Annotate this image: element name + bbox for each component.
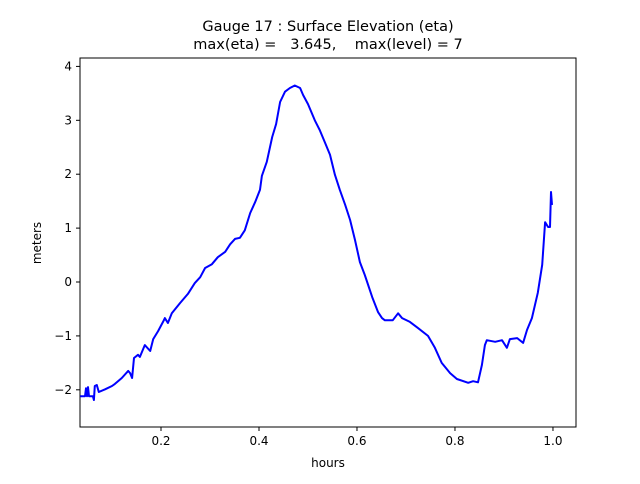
y-tick-label: 3 bbox=[64, 113, 72, 127]
series-line-eta bbox=[80, 84, 553, 401]
y-axis-label: meters bbox=[30, 222, 44, 264]
x-tick-label: 0.2 bbox=[151, 434, 170, 448]
x-tick-label: 0.8 bbox=[445, 434, 464, 448]
y-tick-label: 2 bbox=[64, 167, 72, 181]
chart-title: Gauge 17 : Surface Elevation (eta) bbox=[202, 19, 453, 35]
y-tick-label: −1 bbox=[54, 329, 72, 343]
y-tick-label: 0 bbox=[64, 275, 72, 289]
chart-subtitle: max(eta) = 3.645, max(level) = 7 bbox=[193, 37, 463, 53]
x-tick-label: 1.0 bbox=[543, 434, 562, 448]
y-tick-label: 1 bbox=[64, 221, 72, 235]
x-tick-label: 0.4 bbox=[249, 434, 268, 448]
axes-frame bbox=[79, 57, 577, 428]
y-tick-label: −2 bbox=[54, 383, 72, 397]
x-axis-label: hours bbox=[311, 456, 345, 470]
y-tick-label: 4 bbox=[64, 59, 72, 73]
x-tick-label: 0.6 bbox=[347, 434, 366, 448]
